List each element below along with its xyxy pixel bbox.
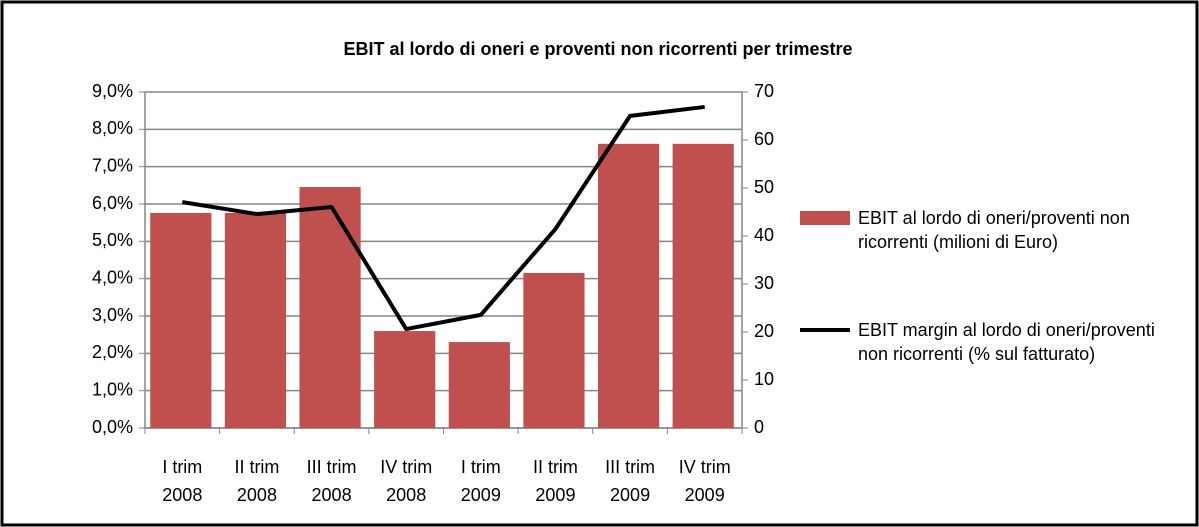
bar — [374, 331, 436, 428]
chart-title: EBIT al lordo di oneri e proventi non ri… — [343, 39, 852, 59]
x-tick-label: III trim 2008 — [307, 457, 357, 505]
legend-label: EBIT margin al lordo di oneri/proventi n… — [858, 320, 1155, 364]
x-tick-label-line: III trim — [307, 457, 357, 477]
x-tick-label: III trim 2009 — [605, 457, 655, 505]
x-tick-label-line: III trim — [605, 457, 655, 477]
x-tick-label-line: 2008 — [237, 485, 277, 505]
bar — [448, 342, 510, 428]
x-tick-label: I trim 2008 — [162, 457, 202, 505]
x-tick-label-line: 2009 — [535, 485, 575, 505]
y-tick-label: 8,0% — [92, 118, 133, 138]
y2-tick-label: 60 — [754, 129, 774, 149]
x-tick-label-line: 2008 — [162, 485, 202, 505]
x-tick-label-line: IV trim — [380, 457, 432, 477]
y-tick-label: 5,0% — [92, 230, 133, 250]
bar — [523, 272, 585, 428]
y2-tick-label: 0 — [754, 417, 764, 437]
x-tick-label-line: 2009 — [685, 485, 725, 505]
x-tick-label: I trim 2009 — [461, 457, 501, 505]
bar — [299, 187, 361, 428]
y2-tick-label: 70 — [754, 81, 774, 101]
y2-tick-label: 50 — [754, 177, 774, 197]
x-tick-label-line: II trim — [234, 457, 279, 477]
bar — [150, 212, 212, 428]
x-tick-label: II trim 2009 — [533, 457, 578, 505]
y-tick-label: 7,0% — [92, 155, 133, 175]
y-tick-label: 6,0% — [92, 193, 133, 213]
y2-tick-label: 40 — [754, 225, 774, 245]
bar — [597, 143, 660, 428]
x-tick-label-line: II trim — [533, 457, 578, 477]
y-tick-label: 4,0% — [92, 267, 133, 287]
y2-tick-label: 30 — [754, 273, 774, 293]
y-tick-label: 2,0% — [92, 342, 133, 362]
line — [181, 104, 705, 332]
legend-swatch — [800, 211, 850, 225]
x-tick-label-line: I trim — [461, 457, 501, 477]
y2-tick-label: 10 — [754, 369, 774, 389]
x-tick-label: IV trim 2009 — [679, 457, 731, 505]
y-tick-label: 3,0% — [92, 305, 133, 325]
y2-tick-label: 20 — [754, 321, 774, 341]
x-tick-label: IV trim 2008 — [380, 457, 432, 505]
x-tick-label-line: 2009 — [610, 485, 650, 505]
x-tick-label-line: 2008 — [386, 485, 426, 505]
x-tick-label-line: 2009 — [461, 485, 501, 505]
bar — [672, 143, 734, 428]
y-tick-label: 0,0% — [92, 417, 133, 437]
x-tick-label-line: 2008 — [312, 485, 352, 505]
y-tick-label: 1,0% — [92, 379, 133, 399]
x-tick-label-line: I trim — [162, 457, 202, 477]
bar — [224, 212, 287, 428]
x-tick-label-line: IV trim — [679, 457, 731, 477]
legend-label: EBIT al lordo di oneri/proventi non rico… — [858, 208, 1130, 252]
y-tick-label: 9,0% — [92, 81, 133, 101]
x-tick-label: II trim 2008 — [234, 457, 279, 505]
